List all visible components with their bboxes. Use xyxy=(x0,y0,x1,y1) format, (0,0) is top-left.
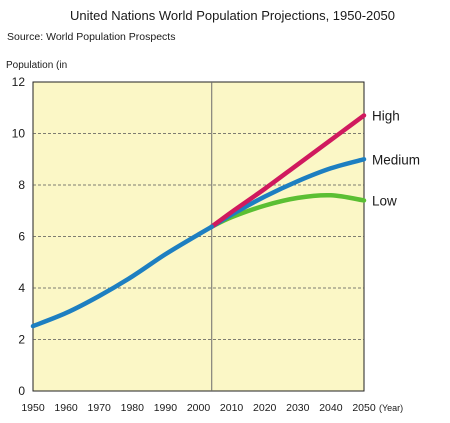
series-labels: High Medium Low xyxy=(372,108,420,208)
y-tick-label: 0 xyxy=(18,384,25,398)
y-tick-labels: 0 2 4 6 8 10 12 xyxy=(12,75,26,398)
x-tick-label: 1960 xyxy=(54,402,78,414)
x-tick-label: 2040 xyxy=(319,402,343,414)
x-tick-label: 2030 xyxy=(286,402,310,414)
y-tick-label: 4 xyxy=(18,281,25,295)
x-tick-label: 2000 xyxy=(187,402,211,414)
chart-title: United Nations World Population Projecti… xyxy=(70,8,395,23)
series-label-medium: Medium xyxy=(372,152,420,167)
series-label-high: High xyxy=(372,108,400,123)
x-tick-label: 2050 xyxy=(352,402,376,414)
y-axis-label: Population (in xyxy=(6,60,67,71)
y-tick-label: 12 xyxy=(12,75,26,89)
series-line-historical xyxy=(30,224,214,329)
x-tick-label: 1970 xyxy=(88,402,112,414)
y-tick-label: 10 xyxy=(12,127,26,141)
x-tick-label: 2020 xyxy=(253,402,277,414)
x-tick-labels: 1950 1960 1970 1980 1990 2000 2010 2020 2030 2040… xyxy=(21,402,376,414)
x-tick-label: 2010 xyxy=(220,402,244,414)
chart-source: Source: World Population Prospects xyxy=(7,31,175,43)
y-tick-label: 2 xyxy=(18,333,25,347)
series-line-high xyxy=(209,113,367,229)
x-axis-unit: (Year) xyxy=(379,403,403,413)
series-layer xyxy=(30,113,367,329)
x-tick-label: 1990 xyxy=(154,402,178,414)
grid-lines xyxy=(33,133,364,340)
x-tick-label: 1950 xyxy=(21,402,45,414)
y-tick-label: 8 xyxy=(18,178,25,192)
series-label-low: Low xyxy=(372,193,397,208)
y-tick-label: 6 xyxy=(18,230,25,244)
x-tick-label: 1980 xyxy=(121,402,145,414)
